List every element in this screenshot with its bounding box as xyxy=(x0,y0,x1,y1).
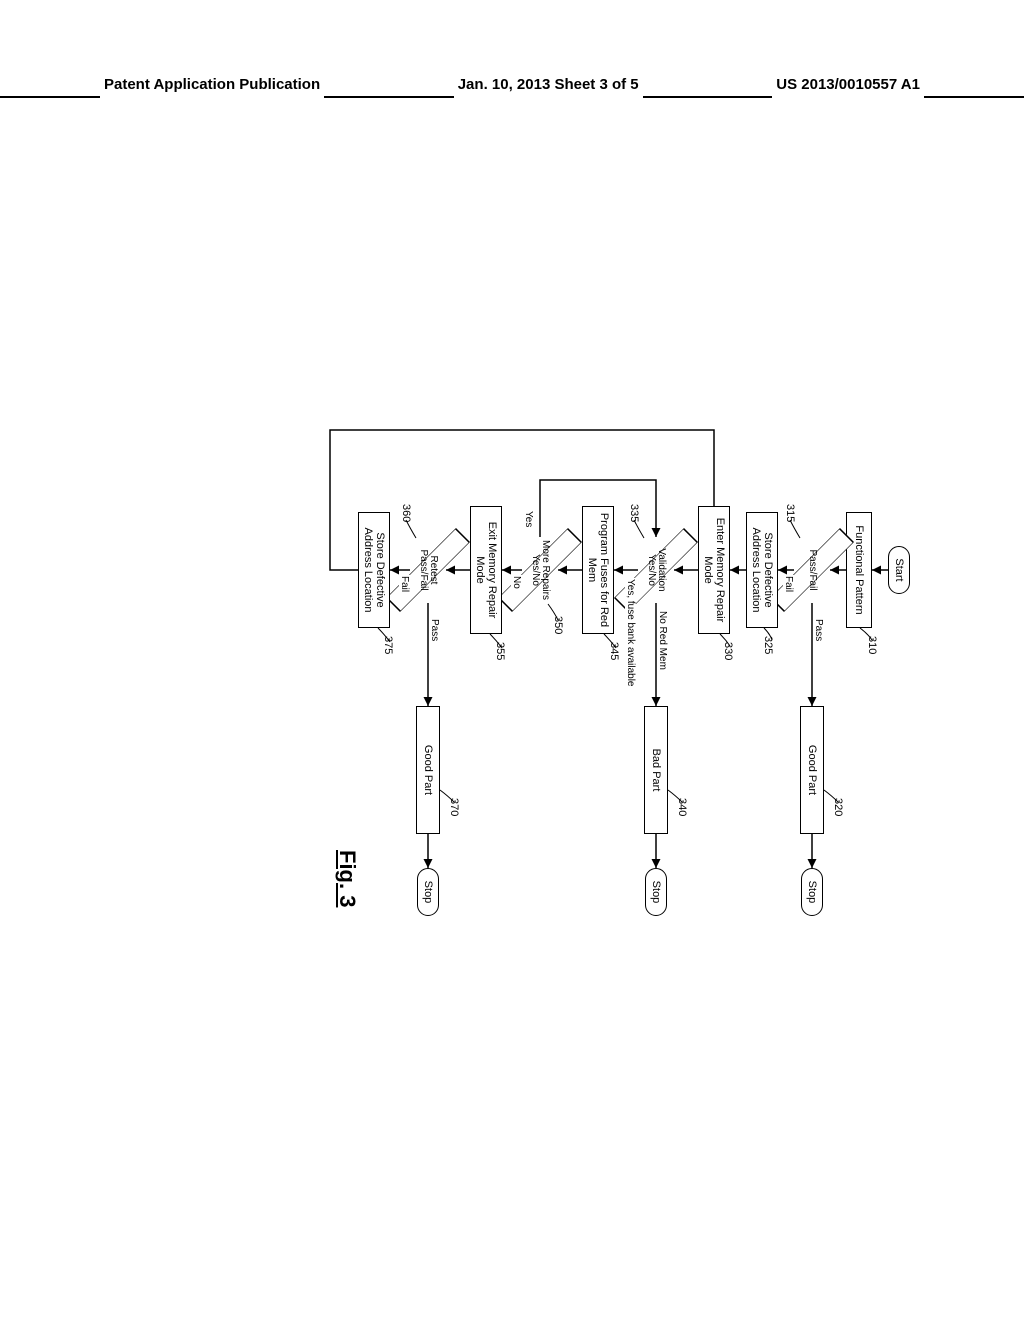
process-bad-part: Bad Part xyxy=(644,706,668,834)
ref-leader-325 xyxy=(120,310,920,950)
edge-no-red-mem: No Red Mem xyxy=(657,610,668,671)
edge-fail-315: Fail xyxy=(783,575,794,593)
edge-fail-360: Fail xyxy=(399,575,410,593)
ref-335: 335 xyxy=(628,504,640,522)
process-good-part-2: Good Part xyxy=(416,706,440,834)
stop2-label: Stop xyxy=(650,881,662,904)
n325-label: Store Defective Address Location xyxy=(750,528,774,613)
decision-more-repairs: More Repairs Yes/No xyxy=(522,537,558,603)
ref-320: 320 xyxy=(832,798,844,816)
stop-terminal-1: Stop xyxy=(801,868,823,916)
edge-yes-fuse: Yes, fuse bank available xyxy=(625,578,636,688)
edge-pass-315: Pass xyxy=(813,618,824,642)
ref-355: 355 xyxy=(494,642,506,660)
ref-leader-335 xyxy=(120,310,920,950)
ref-360: 360 xyxy=(400,504,412,522)
n370-label: Good Part xyxy=(422,745,434,795)
ref-leader-345 xyxy=(120,310,920,950)
ref-leader-375 xyxy=(120,310,920,950)
n375-label: Store Defective Address Location xyxy=(362,528,386,613)
n345-label: Program Fuses for Red Mem xyxy=(586,513,610,627)
page-header: Patent Application Publication Jan. 10, … xyxy=(0,96,1024,98)
n350-label: More Repairs Yes/No xyxy=(522,537,558,603)
ref-350: 350 xyxy=(552,616,564,634)
stop-terminal-2: Stop xyxy=(645,868,667,916)
process-good-part-1: Good Part xyxy=(800,706,824,834)
start-terminal: Start xyxy=(888,546,910,594)
header-center: Jan. 10, 2013 Sheet 3 of 5 xyxy=(454,76,643,98)
decision-retest: Retest Pass/Fail xyxy=(410,537,446,603)
process-functional-pattern: Functional Pattern xyxy=(846,512,872,628)
edge-no-350: No xyxy=(511,575,522,590)
page: Patent Application Publication Jan. 10, … xyxy=(0,0,1024,1320)
ref-leader-315 xyxy=(120,310,920,950)
edge-pass-360: Pass xyxy=(429,618,440,642)
decision-validation: Validation Yes/No xyxy=(638,537,674,603)
process-store-defective-2: Store Defective Address Location xyxy=(358,512,390,628)
start-label: Start xyxy=(893,558,905,581)
n360-label: Retest Pass/Fail xyxy=(410,537,446,603)
header-left: Patent Application Publication xyxy=(100,76,324,98)
edge-yes-350: Yes xyxy=(523,510,534,528)
n310-label: Functional Pattern xyxy=(853,525,865,614)
figure-label: Fig. 3 xyxy=(334,850,360,907)
stop1-label: Stop xyxy=(806,881,818,904)
n335-label: Validation Yes/No xyxy=(638,537,674,603)
ref-leader-340 xyxy=(120,310,920,950)
process-program-fuses: Program Fuses for Red Mem xyxy=(582,506,614,634)
ref-375: 375 xyxy=(382,636,394,654)
ref-315: 315 xyxy=(784,504,796,522)
n340-label: Bad Part xyxy=(650,749,662,792)
ref-330: 330 xyxy=(722,642,734,660)
ref-leader-350 xyxy=(120,310,920,950)
flowchart-canvas: Start Functional Pattern 310 Pass/Fail 3… xyxy=(120,310,920,950)
n330-label: Enter Memory Repair Mode xyxy=(702,518,726,623)
ref-leader-310 xyxy=(120,310,920,950)
ref-370: 370 xyxy=(448,798,460,816)
process-store-defective-1: Store Defective Address Location xyxy=(746,512,778,628)
ref-leader-330 xyxy=(120,310,920,950)
ref-leader-360 xyxy=(120,310,920,950)
ref-340: 340 xyxy=(676,798,688,816)
flowchart-edges xyxy=(120,310,920,950)
stop3-label: Stop xyxy=(422,881,434,904)
process-enter-repair-mode: Enter Memory Repair Mode xyxy=(698,506,730,634)
ref-325: 325 xyxy=(762,636,774,654)
ref-leader-355 xyxy=(120,310,920,950)
decision-pass-fail: Pass/Fail xyxy=(794,537,830,603)
ref-leader-320 xyxy=(120,310,920,950)
process-exit-repair-mode: Exit Memory Repair Mode xyxy=(470,506,502,634)
n320-label: Good Part xyxy=(806,745,818,795)
stop-terminal-3: Stop xyxy=(417,868,439,916)
n355-label: Exit Memory Repair Mode xyxy=(474,522,498,619)
ref-leader-370 xyxy=(120,310,920,950)
ref-310: 310 xyxy=(866,636,878,654)
ref-345: 345 xyxy=(608,642,620,660)
header-right: US 2013/0010557 A1 xyxy=(772,76,924,98)
n315-label: Pass/Fail xyxy=(794,537,830,603)
